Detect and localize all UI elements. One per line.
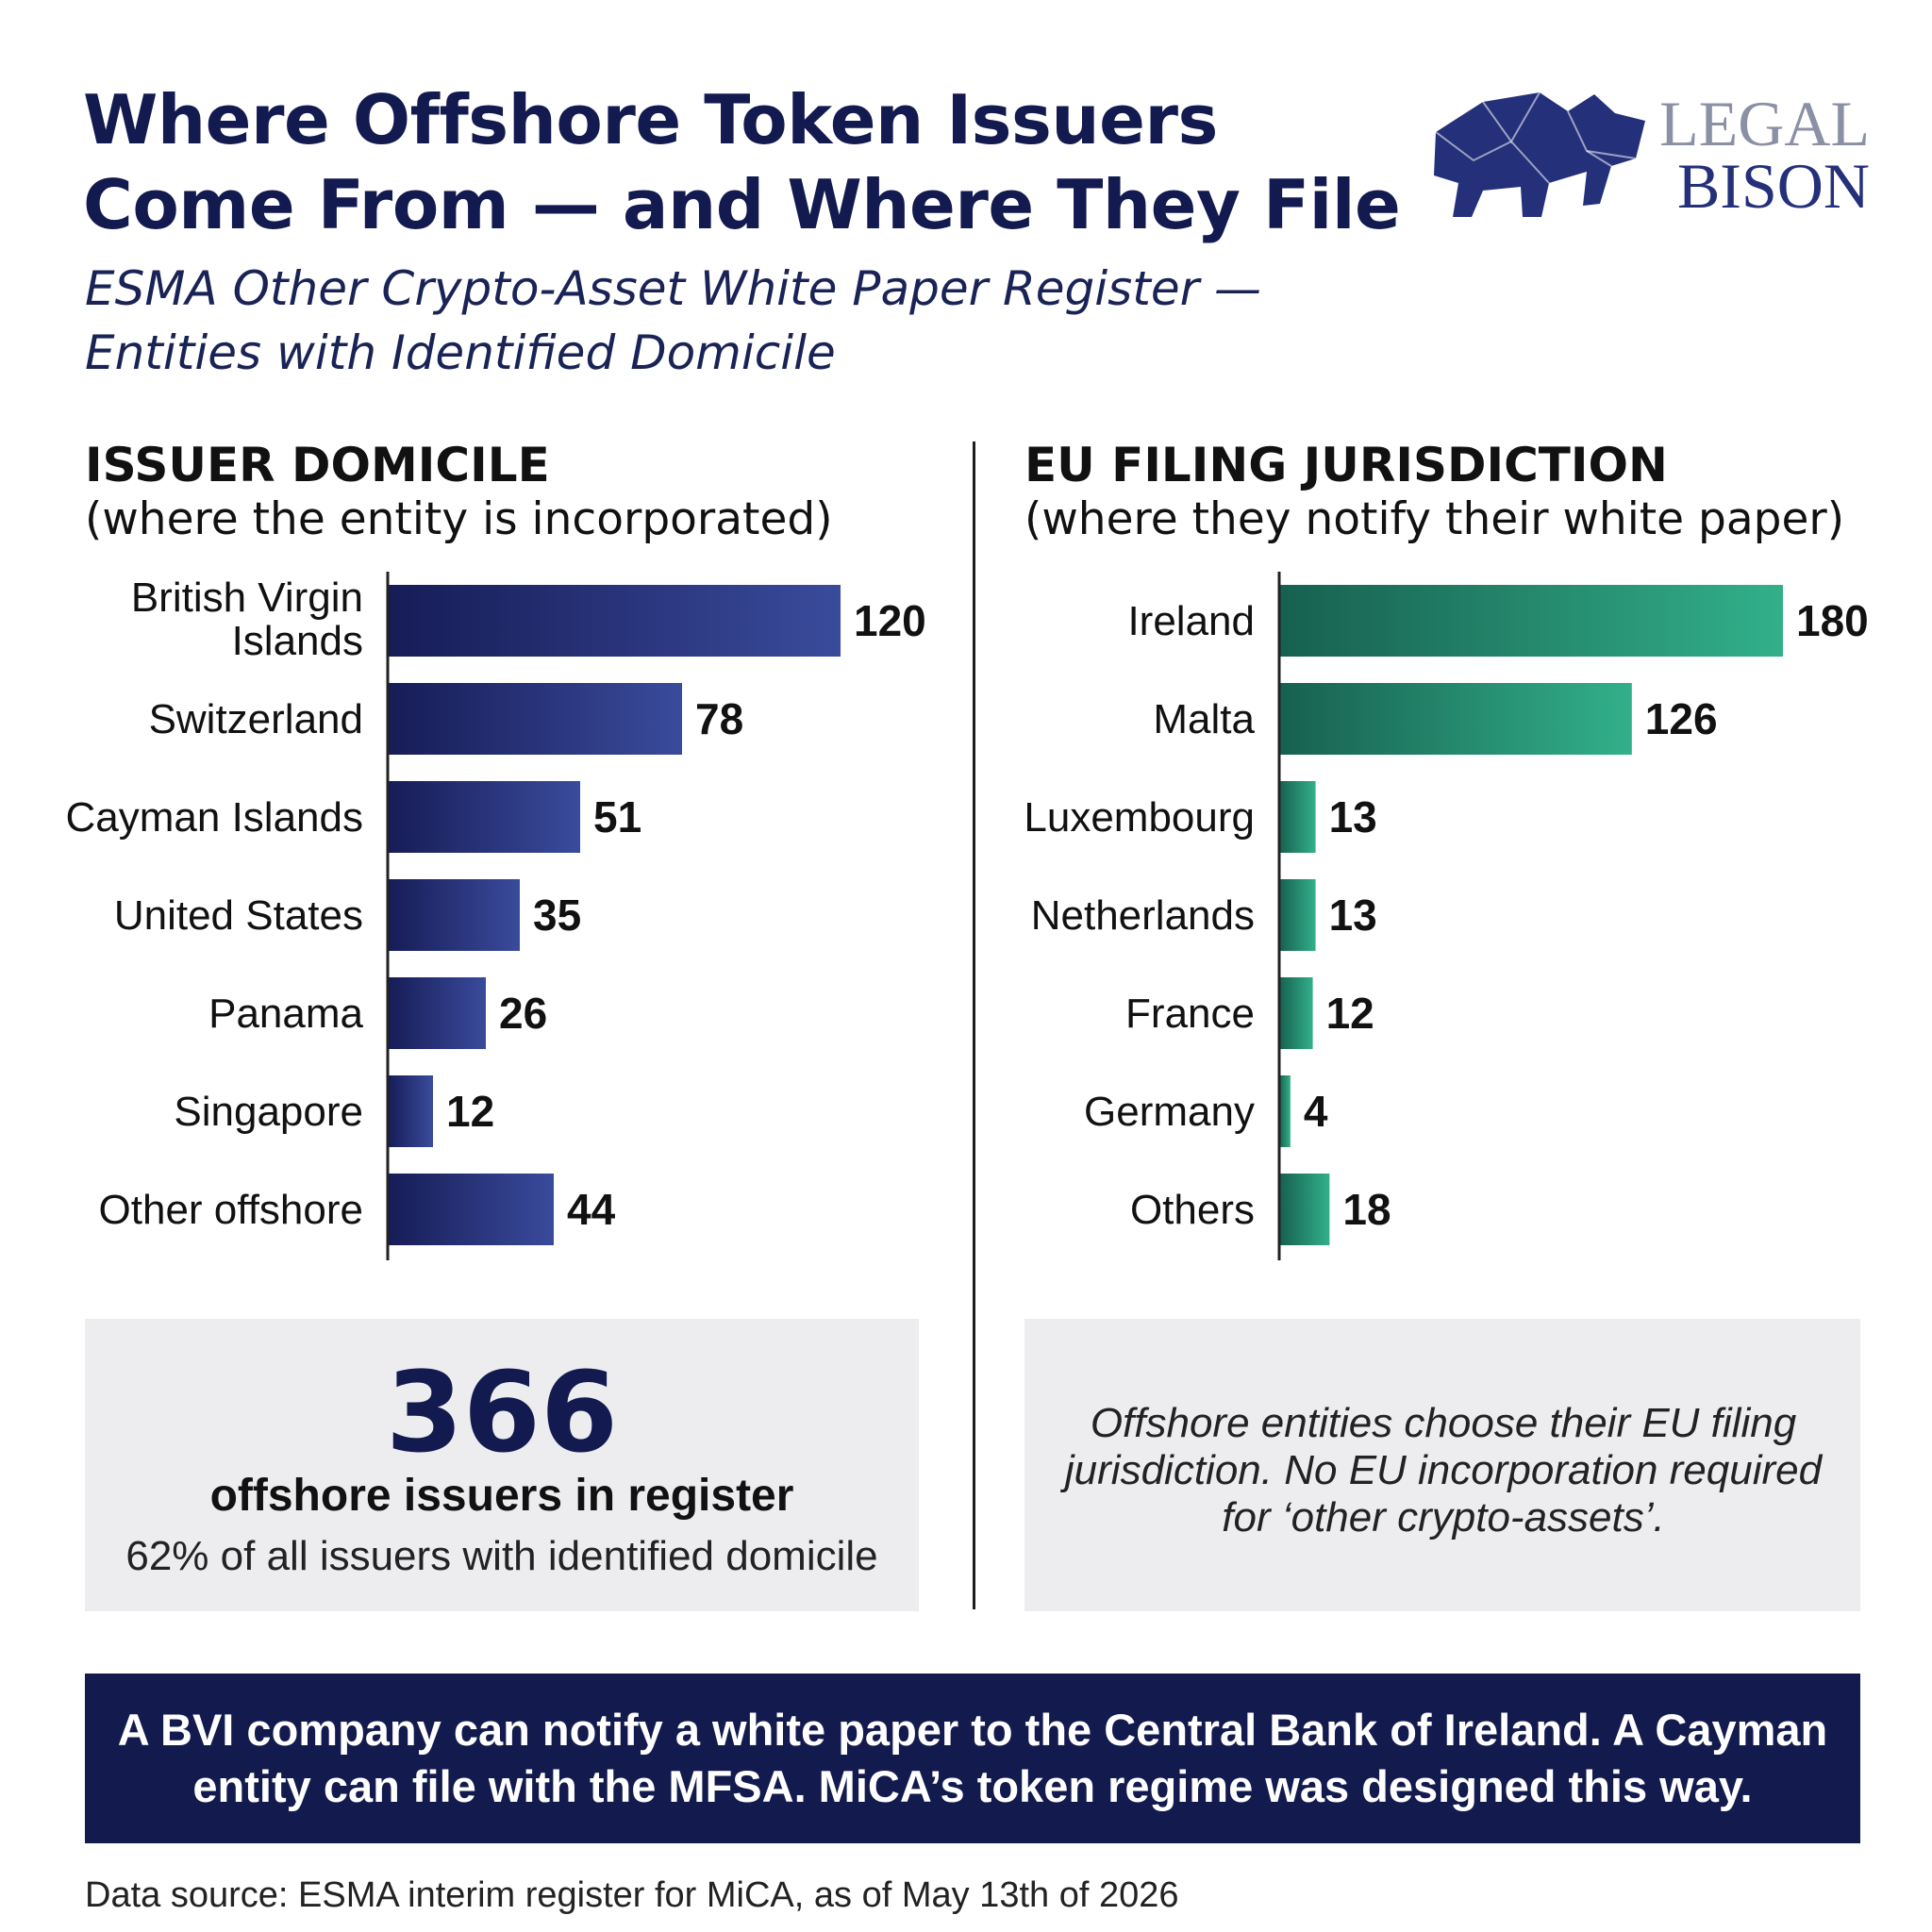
filing-value-label: 13: [1329, 891, 1377, 940]
logo-line-bison: BISON: [1676, 150, 1870, 222]
domicile-bar: [388, 683, 682, 755]
filing-category-label: France: [1125, 991, 1255, 1037]
filing-bar: [1279, 1174, 1330, 1245]
filing-bar: [1279, 977, 1313, 1049]
domicile-bar: [388, 781, 580, 853]
domicile-bar: [388, 1174, 554, 1245]
domicile-heading: ISSUER DOMICILE: [85, 438, 550, 492]
note-panel: [1024, 1319, 1860, 1611]
domicile-value-label: 78: [695, 694, 743, 743]
filing-value-label: 180: [1796, 596, 1869, 645]
domicile-value-label: 120: [854, 596, 926, 645]
page-subtitle: ESMA Other Crypto-Asset White Paper Regi…: [85, 261, 1262, 380]
filing-value-label: 12: [1326, 989, 1374, 1038]
domicile-bar: [388, 585, 841, 657]
stat-panel: [85, 1319, 919, 1611]
filing-value-label: 18: [1342, 1185, 1391, 1234]
filing-bar: [1279, 879, 1316, 951]
domicile-bar: [388, 1075, 433, 1147]
domicile-category-label: Switzerland: [149, 696, 363, 742]
domicile-value-label: 35: [533, 891, 581, 940]
callout-text: A BVI company can notify a white paper t…: [117, 1705, 1828, 1811]
section-divider: [973, 441, 975, 1609]
callout-banner: [85, 1674, 1860, 1843]
domicile-category-label: British Virgin Islands: [131, 575, 363, 664]
domicile-bar: [388, 977, 486, 1049]
filing-category-label: Germany: [1084, 1089, 1255, 1135]
filing-category-label: Netherlands: [1031, 892, 1255, 939]
filing-bar: [1279, 683, 1632, 755]
filing-heading: EU FILING JURISDICTION: [1024, 438, 1668, 492]
page-title: Where Offshore Token Issuers Come From —…: [83, 80, 1401, 244]
filing-category-label: Ireland: [1127, 598, 1255, 644]
domicile-category-label: Other offshore: [99, 1187, 363, 1233]
domicile-category-label: United States: [114, 892, 363, 939]
logo-line-legal: LEGAL: [1659, 88, 1870, 159]
domicile-subheading: (where the entity is incorporated): [85, 493, 833, 545]
domicile-category-label: Panama: [208, 991, 363, 1037]
filing-bar: [1279, 585, 1783, 657]
domicile-value-label: 26: [499, 989, 547, 1038]
stat-label: offshore issuers in register: [209, 1471, 794, 1521]
filing-category-label: Malta: [1153, 696, 1255, 742]
stat-number: 366: [385, 1347, 619, 1477]
domicile-category-label: Singapore: [174, 1089, 363, 1135]
filing-bar: [1279, 781, 1316, 853]
filing-value-label: 13: [1329, 792, 1377, 841]
bison-icon: [1434, 92, 1645, 217]
domicile-value-label: 12: [446, 1087, 494, 1136]
stat-subtext: 62% of all issuers with identified domic…: [125, 1533, 878, 1579]
filing-category-label: Others: [1130, 1187, 1255, 1233]
logo-wordmark: LEGAL BISON: [1651, 88, 1870, 222]
domicile-bar: [388, 879, 520, 951]
filing-subheading: (where they notify their white paper): [1024, 493, 1844, 545]
note-text: Offshore entities choose their EU filing…: [1064, 1400, 1823, 1541]
filing-bar: [1279, 1075, 1291, 1147]
filing-value-label: 126: [1645, 694, 1718, 743]
domicile-value-label: 44: [567, 1185, 616, 1234]
filing-value-label: 4: [1304, 1087, 1328, 1136]
domicile-category-label: Cayman Islands: [66, 794, 363, 841]
domicile-value-label: 51: [593, 792, 641, 841]
source-note: Data source: ESMA interim register for M…: [85, 1875, 1179, 1915]
filing-category-label: Luxembourg: [1024, 794, 1255, 841]
